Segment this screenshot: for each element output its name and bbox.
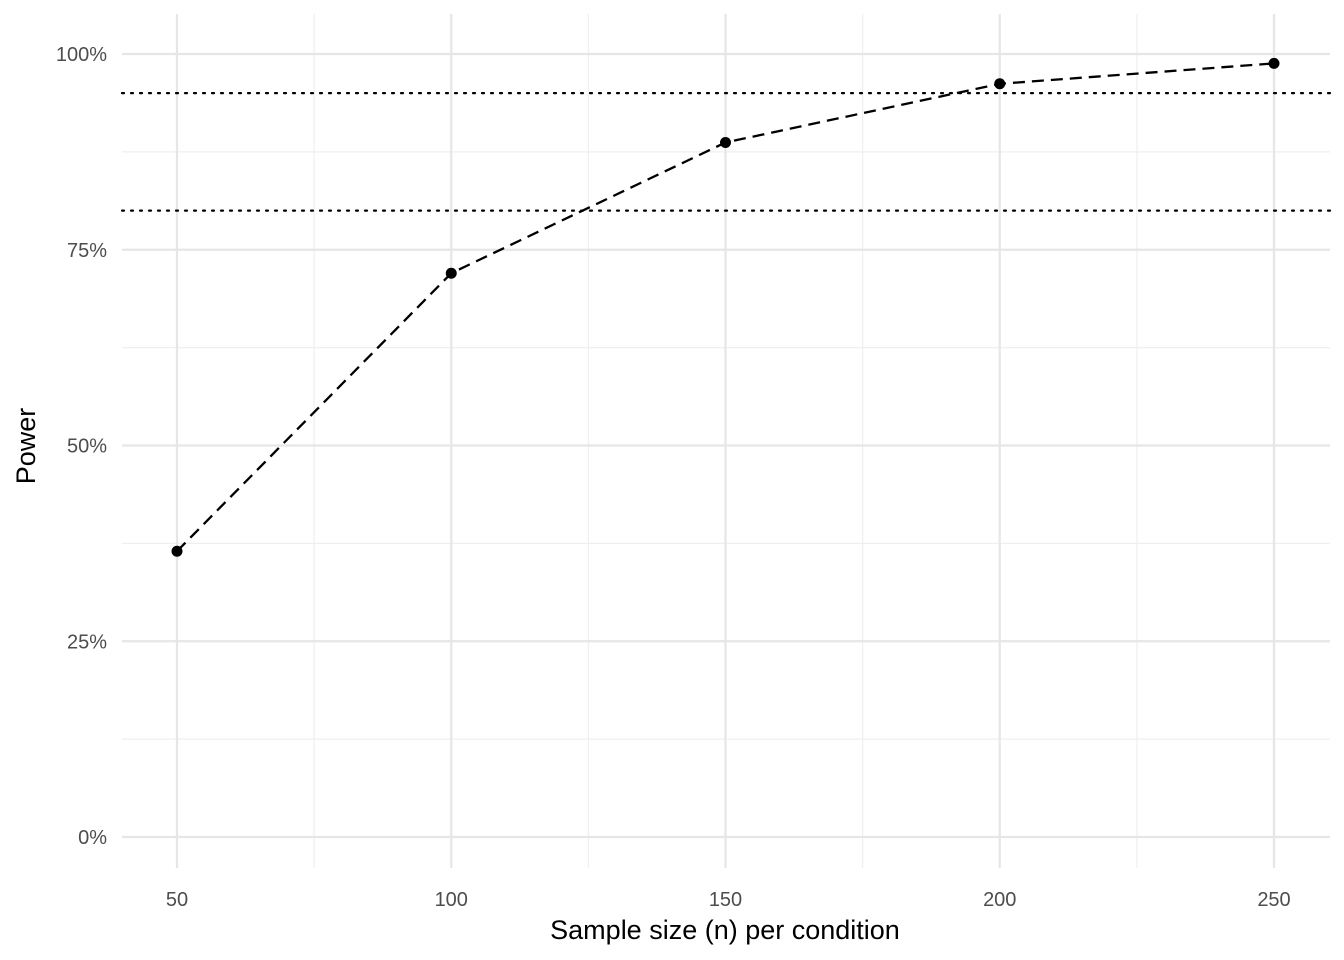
reference-lines (120, 92, 1332, 212)
y-tick-label: 25% (67, 631, 107, 653)
x-tick-label: 100 (435, 889, 468, 911)
data-point (994, 78, 1006, 90)
y-tick-label: 75% (67, 240, 107, 262)
data-point (720, 136, 731, 148)
x-tick-label: 50 (166, 889, 188, 911)
x-tick-label: 250 (1257, 889, 1290, 911)
x-axis-title: Sample size (n) per condition (550, 915, 900, 945)
y-axis-title: Power (11, 408, 41, 485)
y-tick-label: 50% (67, 436, 107, 458)
x-tick-label: 150 (709, 889, 742, 911)
x-axis-tick-labels: 50 100 150 200 250 (166, 889, 1291, 911)
y-tick-label: 0% (78, 827, 107, 849)
data-point (1268, 57, 1280, 69)
data-series (171, 57, 1280, 557)
x-tick-label: 200 (983, 889, 1016, 911)
grid-lines (122, 14, 1330, 868)
data-point (445, 267, 457, 279)
y-axis-tick-labels: 0% 25% 50% 75% 100% (56, 44, 107, 849)
y-tick-label: 100% (56, 44, 107, 66)
data-point (171, 545, 183, 557)
